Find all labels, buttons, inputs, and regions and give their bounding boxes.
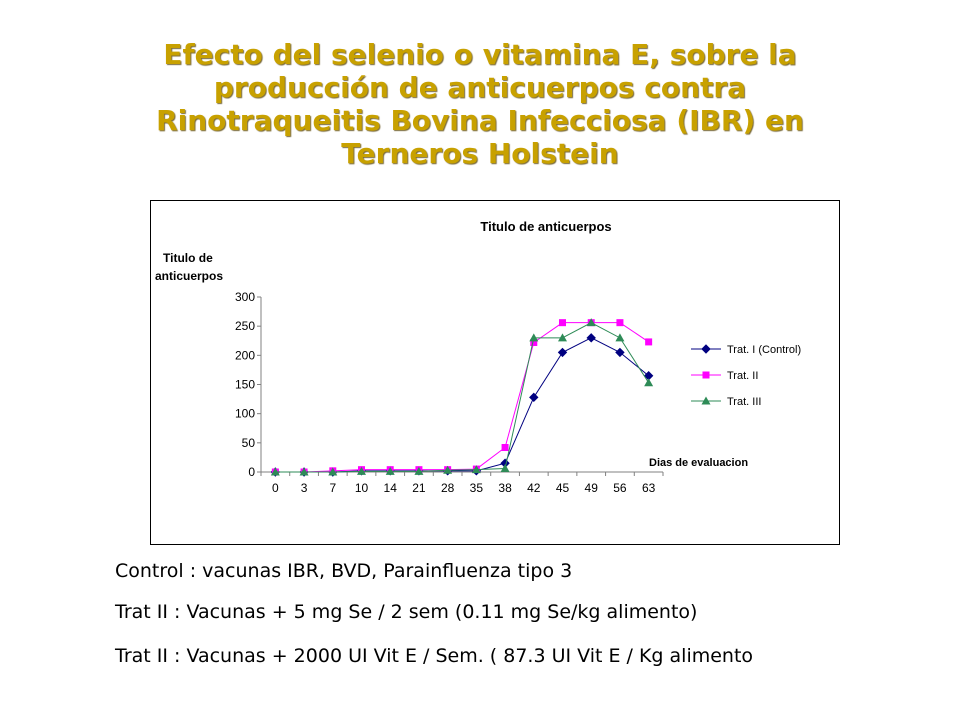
series-3-point <box>615 333 625 342</box>
series-3-point <box>471 465 481 474</box>
series-line-2 <box>275 322 649 473</box>
series-1-point <box>529 392 539 403</box>
legend-marker <box>702 371 710 379</box>
series-3-point <box>558 333 567 342</box>
legend-marker <box>701 344 711 354</box>
series-line-1 <box>275 337 649 473</box>
title-line: Efecto del selenio o vitamina E, sobre l… <box>163 38 797 71</box>
legend-label: Trat. III <box>727 396 761 408</box>
note-trat-2: Trat II : Vacunas + 5 mg Se / 2 sem (0.1… <box>115 601 698 623</box>
x-tick-label: 63 <box>642 481 656 495</box>
series-3-point <box>414 466 424 475</box>
series-2-point <box>530 339 538 346</box>
series-1-point <box>615 347 625 358</box>
x-tick-label: 42 <box>527 481 541 495</box>
chart-frame: Titulo de anticuerpos Titulo de anticuerpo… <box>150 200 840 545</box>
title-line: Terneros Holstein <box>341 137 619 170</box>
y-tick-label: 250 <box>235 319 255 333</box>
series-1-point <box>586 333 596 343</box>
title-line: producción de anticuerpos contra <box>213 71 747 104</box>
series-1-point <box>557 347 568 358</box>
series-2-point <box>645 338 653 346</box>
series-3-point <box>299 467 309 476</box>
series-2-point <box>616 319 624 327</box>
x-tick-label: 10 <box>355 481 369 495</box>
x-tick-label: 7 <box>329 481 336 495</box>
x-tick-label: 3 <box>301 481 308 495</box>
line-chart: Titulo de anticuerpos Titulo de anticuerpo… <box>155 219 801 495</box>
x-tick-label: 0 <box>272 481 279 495</box>
note-trat-3: Trat II : Vacunas + 2000 UI Vit E / Sem.… <box>115 645 754 667</box>
chart-title: Titulo de anticuerpos <box>480 219 611 234</box>
x-tick-label: 38 <box>498 481 512 495</box>
series-3-point <box>644 378 654 387</box>
note-control: Control : vacunas IBR, BVD, Parainfluenz… <box>115 560 573 582</box>
series-line-3 <box>275 322 650 473</box>
y-tick-label: 50 <box>242 436 256 450</box>
series-3-point <box>586 318 596 327</box>
x-tick-label: 56 <box>613 481 627 495</box>
series-3-point <box>443 465 453 474</box>
series-3-point <box>385 466 395 475</box>
title-line: Rinotraqueitis Bovina Infecciosa (IBR) e… <box>156 104 804 137</box>
series-3-point <box>328 467 338 476</box>
y-tick-label: 0 <box>248 465 255 479</box>
legend-marker <box>701 396 711 405</box>
series-3-point <box>357 466 366 475</box>
y-tick-label: 150 <box>235 378 255 392</box>
series-3-point <box>529 333 539 342</box>
x-axis-label: Dias de evaluacion <box>649 457 748 469</box>
x-tick-label: 14 <box>384 481 398 495</box>
x-tick-label: 28 <box>441 481 455 495</box>
x-tick-label: 35 <box>470 481 484 495</box>
legend-label: Trat. I (Control) <box>727 344 801 356</box>
y-tick-label: 200 <box>235 348 255 362</box>
x-tick-label: 21 <box>412 481 426 495</box>
legend-label: Trat. II <box>727 370 758 382</box>
slide-title: Efecto del selenio o vitamina E, sobre l… <box>100 38 860 170</box>
series-2-point <box>559 319 566 327</box>
y-tick-label: 100 <box>235 407 255 421</box>
y-axis-label: Titulo de <box>163 251 213 265</box>
x-tick-label: 45 <box>556 481 570 495</box>
series-3-point <box>270 467 280 476</box>
series-3-point <box>500 464 510 472</box>
y-axis-label: anticuerpos <box>155 269 223 283</box>
series-2-point <box>501 444 509 451</box>
x-tick-label: 49 <box>585 481 599 495</box>
y-tick-label: 300 <box>235 290 255 304</box>
